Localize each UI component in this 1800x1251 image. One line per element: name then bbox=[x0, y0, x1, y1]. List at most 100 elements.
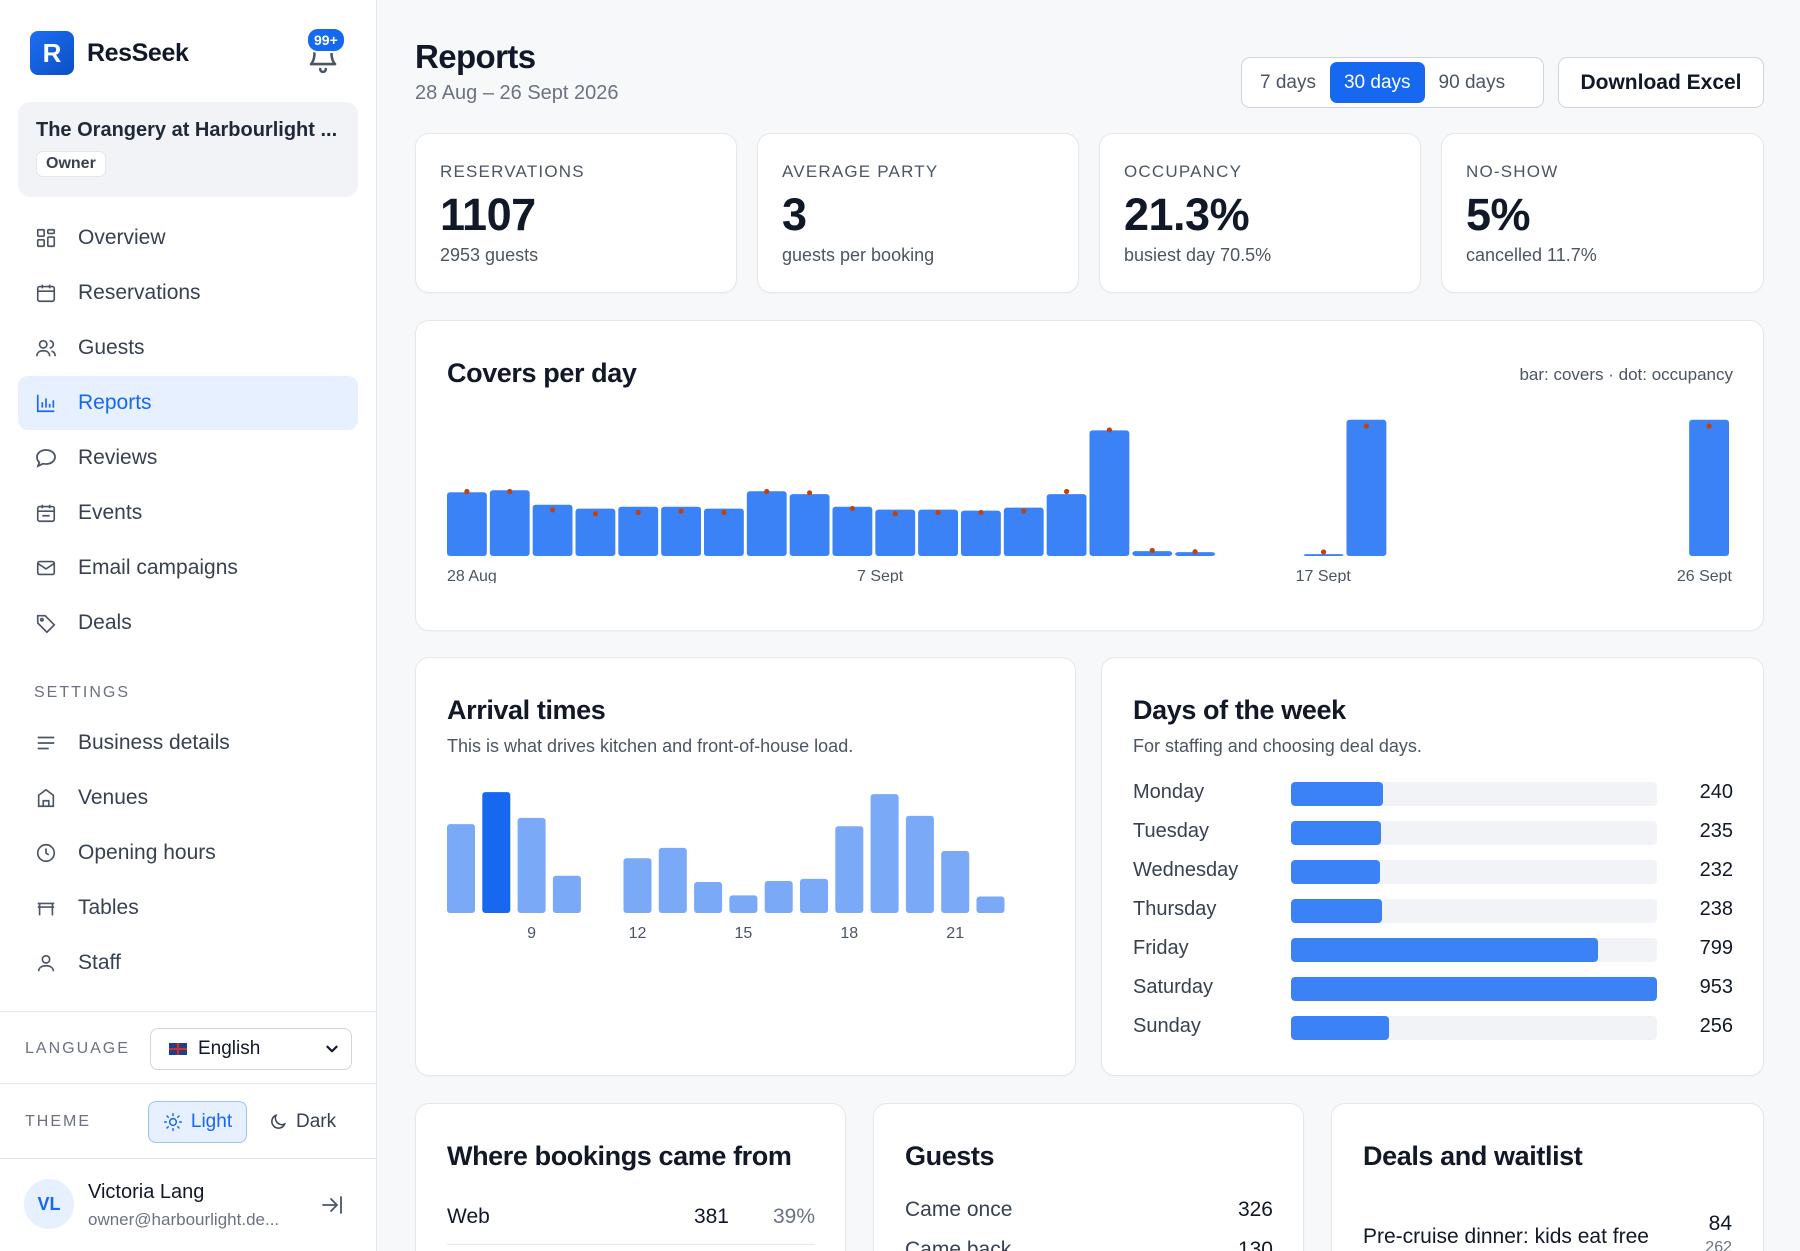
user-profile[interactable]: VL Victoria Lang owner@harbourlight.de..… bbox=[0, 1160, 377, 1251]
weekday-value: 232 bbox=[1699, 859, 1733, 881]
list-item: Web 381 39% bbox=[447, 1205, 815, 1245]
range-7-days-button[interactable]: 7 days bbox=[1260, 71, 1316, 93]
covers-chart: 28 Aug 7 Sept 17 Sept 26 Sept bbox=[447, 419, 1732, 583]
weekday-bar bbox=[1291, 821, 1382, 845]
nav-item-events[interactable]: Events bbox=[18, 486, 358, 540]
kpi-sub: cancelled 11.7% bbox=[1466, 245, 1597, 265]
weekday-label: Monday bbox=[1133, 781, 1205, 803]
download-excel-button[interactable]: Download Excel bbox=[1558, 57, 1764, 108]
occupancy-dot bbox=[1363, 423, 1370, 429]
card-title: Days of the week bbox=[1133, 695, 1346, 725]
nav-item-deals[interactable]: Deals bbox=[18, 596, 358, 650]
nav-item-tables[interactable]: Tables bbox=[18, 881, 358, 935]
occupancy-dot bbox=[507, 488, 513, 495]
theme-row: THEME Light Dark bbox=[0, 1084, 377, 1159]
weekday-row: Wednesday 232 bbox=[1133, 857, 1733, 887]
arrival-bar bbox=[623, 858, 652, 913]
card-title: Covers per day bbox=[447, 358, 637, 388]
arrival-bar bbox=[729, 895, 758, 913]
weekday-bar-track bbox=[1291, 977, 1657, 1001]
arrival-times-card: Arrival times This is what drives kitche… bbox=[415, 657, 1076, 1076]
nav-item-guests[interactable]: Guests bbox=[18, 321, 358, 375]
occupancy-dot bbox=[1320, 549, 1327, 555]
arrival-bar bbox=[447, 824, 475, 913]
source-name: Web bbox=[447, 1205, 490, 1228]
nav-label: Overview bbox=[78, 226, 166, 249]
weekday-value: 799 bbox=[1699, 937, 1733, 959]
covers-bar bbox=[1346, 419, 1387, 556]
nav-item-overview[interactable]: Overview bbox=[18, 211, 358, 265]
occupancy-dot bbox=[892, 511, 898, 517]
covers-per-day-card: Covers per day bar: covers · dot: occupa… bbox=[415, 320, 1764, 631]
venue-switcher[interactable]: The Orangery at Harbourlight ... Owner bbox=[18, 102, 358, 197]
covers-bar bbox=[1046, 494, 1087, 556]
covers-bar bbox=[918, 509, 958, 556]
covers-bar bbox=[447, 492, 487, 556]
occupancy-dot bbox=[1192, 549, 1198, 555]
chart-legend: bar: covers · dot: occupancy bbox=[1519, 365, 1733, 384]
theme-light-button[interactable]: Light bbox=[148, 1101, 247, 1143]
covers-bar bbox=[704, 508, 744, 556]
kpi-value: 1107 bbox=[440, 189, 536, 240]
weekday-bar bbox=[1291, 899, 1383, 923]
arrival-bar bbox=[941, 851, 970, 913]
nav-item-business-details[interactable]: Business details bbox=[18, 716, 358, 770]
arrival-bar bbox=[552, 875, 581, 913]
nav-item-reviews[interactable]: Reviews bbox=[18, 431, 358, 485]
nav-label: Email campaigns bbox=[78, 556, 238, 579]
weekday-bar-track bbox=[1291, 860, 1657, 884]
covers-bar bbox=[1303, 554, 1344, 556]
avatar: VL bbox=[24, 1179, 74, 1229]
calendar-icon bbox=[34, 281, 58, 305]
guest-segment-value: 130 bbox=[1237, 1238, 1273, 1251]
weekday-bar bbox=[1291, 977, 1657, 1001]
speech-bubble-icon bbox=[34, 446, 58, 470]
arrival-bar bbox=[976, 896, 1005, 913]
range-30-days-button[interactable]: 30 days bbox=[1329, 62, 1425, 103]
arrival-bar bbox=[482, 792, 511, 913]
kpi-card-reservations: RESERVATIONS 1107 2953 guests bbox=[415, 133, 737, 293]
kpi-value: 21.3% bbox=[1124, 189, 1250, 240]
nav-item-email-campaigns[interactable]: Email campaigns bbox=[18, 541, 358, 595]
language-label: LANGUAGE bbox=[25, 1040, 130, 1057]
range-90-days-button[interactable]: 90 days bbox=[1438, 71, 1506, 93]
nav-item-opening-hours[interactable]: Opening hours bbox=[18, 826, 358, 880]
occupancy-dot bbox=[1706, 423, 1712, 429]
kpi-card-no-show: NO-SHOW 5% cancelled 11.7% bbox=[1441, 133, 1764, 293]
range-selector: 7 days 30 days 90 days bbox=[1241, 57, 1544, 108]
nav-item-reports[interactable]: Reports bbox=[18, 376, 358, 430]
language-value: English bbox=[198, 1038, 261, 1059]
weekday-bar-track bbox=[1291, 899, 1657, 923]
weekday-bar bbox=[1291, 860, 1381, 884]
nav-item-reservations[interactable]: Reservations bbox=[18, 266, 358, 320]
user-email: owner@harbourlight.de... bbox=[88, 1210, 280, 1229]
kpi-label: OCCUPANCY bbox=[1124, 162, 1243, 181]
notification-badge: 99+ bbox=[306, 27, 346, 53]
weekday-row: Tuesday 235 bbox=[1133, 818, 1733, 848]
arrival-bar bbox=[694, 882, 723, 913]
card-subtitle: For staffing and choosing deal days. bbox=[1133, 736, 1422, 756]
brand-name: ResSeek bbox=[87, 38, 189, 67]
kpi-sub: 2953 guests bbox=[440, 245, 539, 265]
nav-item-staff[interactable]: Staff bbox=[18, 936, 358, 990]
occupancy-dot bbox=[764, 488, 770, 495]
weekday-row: Thursday 238 bbox=[1133, 896, 1733, 926]
language-select[interactable]: English bbox=[150, 1028, 352, 1070]
nav-label: Deals bbox=[78, 611, 132, 634]
nav-label: Business details bbox=[78, 731, 230, 754]
sidebar: R ResSeek 99+ The Orangery at Harbourlig… bbox=[0, 0, 377, 1251]
occupancy-dot bbox=[1149, 547, 1155, 554]
logout-icon[interactable] bbox=[320, 1193, 344, 1217]
covers-bar bbox=[746, 491, 787, 556]
covers-bar bbox=[875, 509, 916, 556]
x-tick-label: 26 Sept bbox=[1677, 568, 1732, 583]
theme-dark-button[interactable]: Dark bbox=[268, 1101, 336, 1143]
brand[interactable]: R ResSeek bbox=[30, 31, 189, 75]
deal-name[interactable]: Pre-cruise dinner: kids eat free bbox=[1363, 1225, 1649, 1248]
theme-label: THEME bbox=[25, 1113, 91, 1130]
booking-sources-card: Where bookings came from Web 381 39% bbox=[415, 1103, 846, 1251]
nav-label: Opening hours bbox=[78, 841, 216, 864]
arrival-times-chart: 9 12 15 18 21 bbox=[447, 792, 1005, 942]
page-title: Reports bbox=[415, 38, 536, 75]
nav-item-venues[interactable]: Venues bbox=[18, 771, 358, 825]
